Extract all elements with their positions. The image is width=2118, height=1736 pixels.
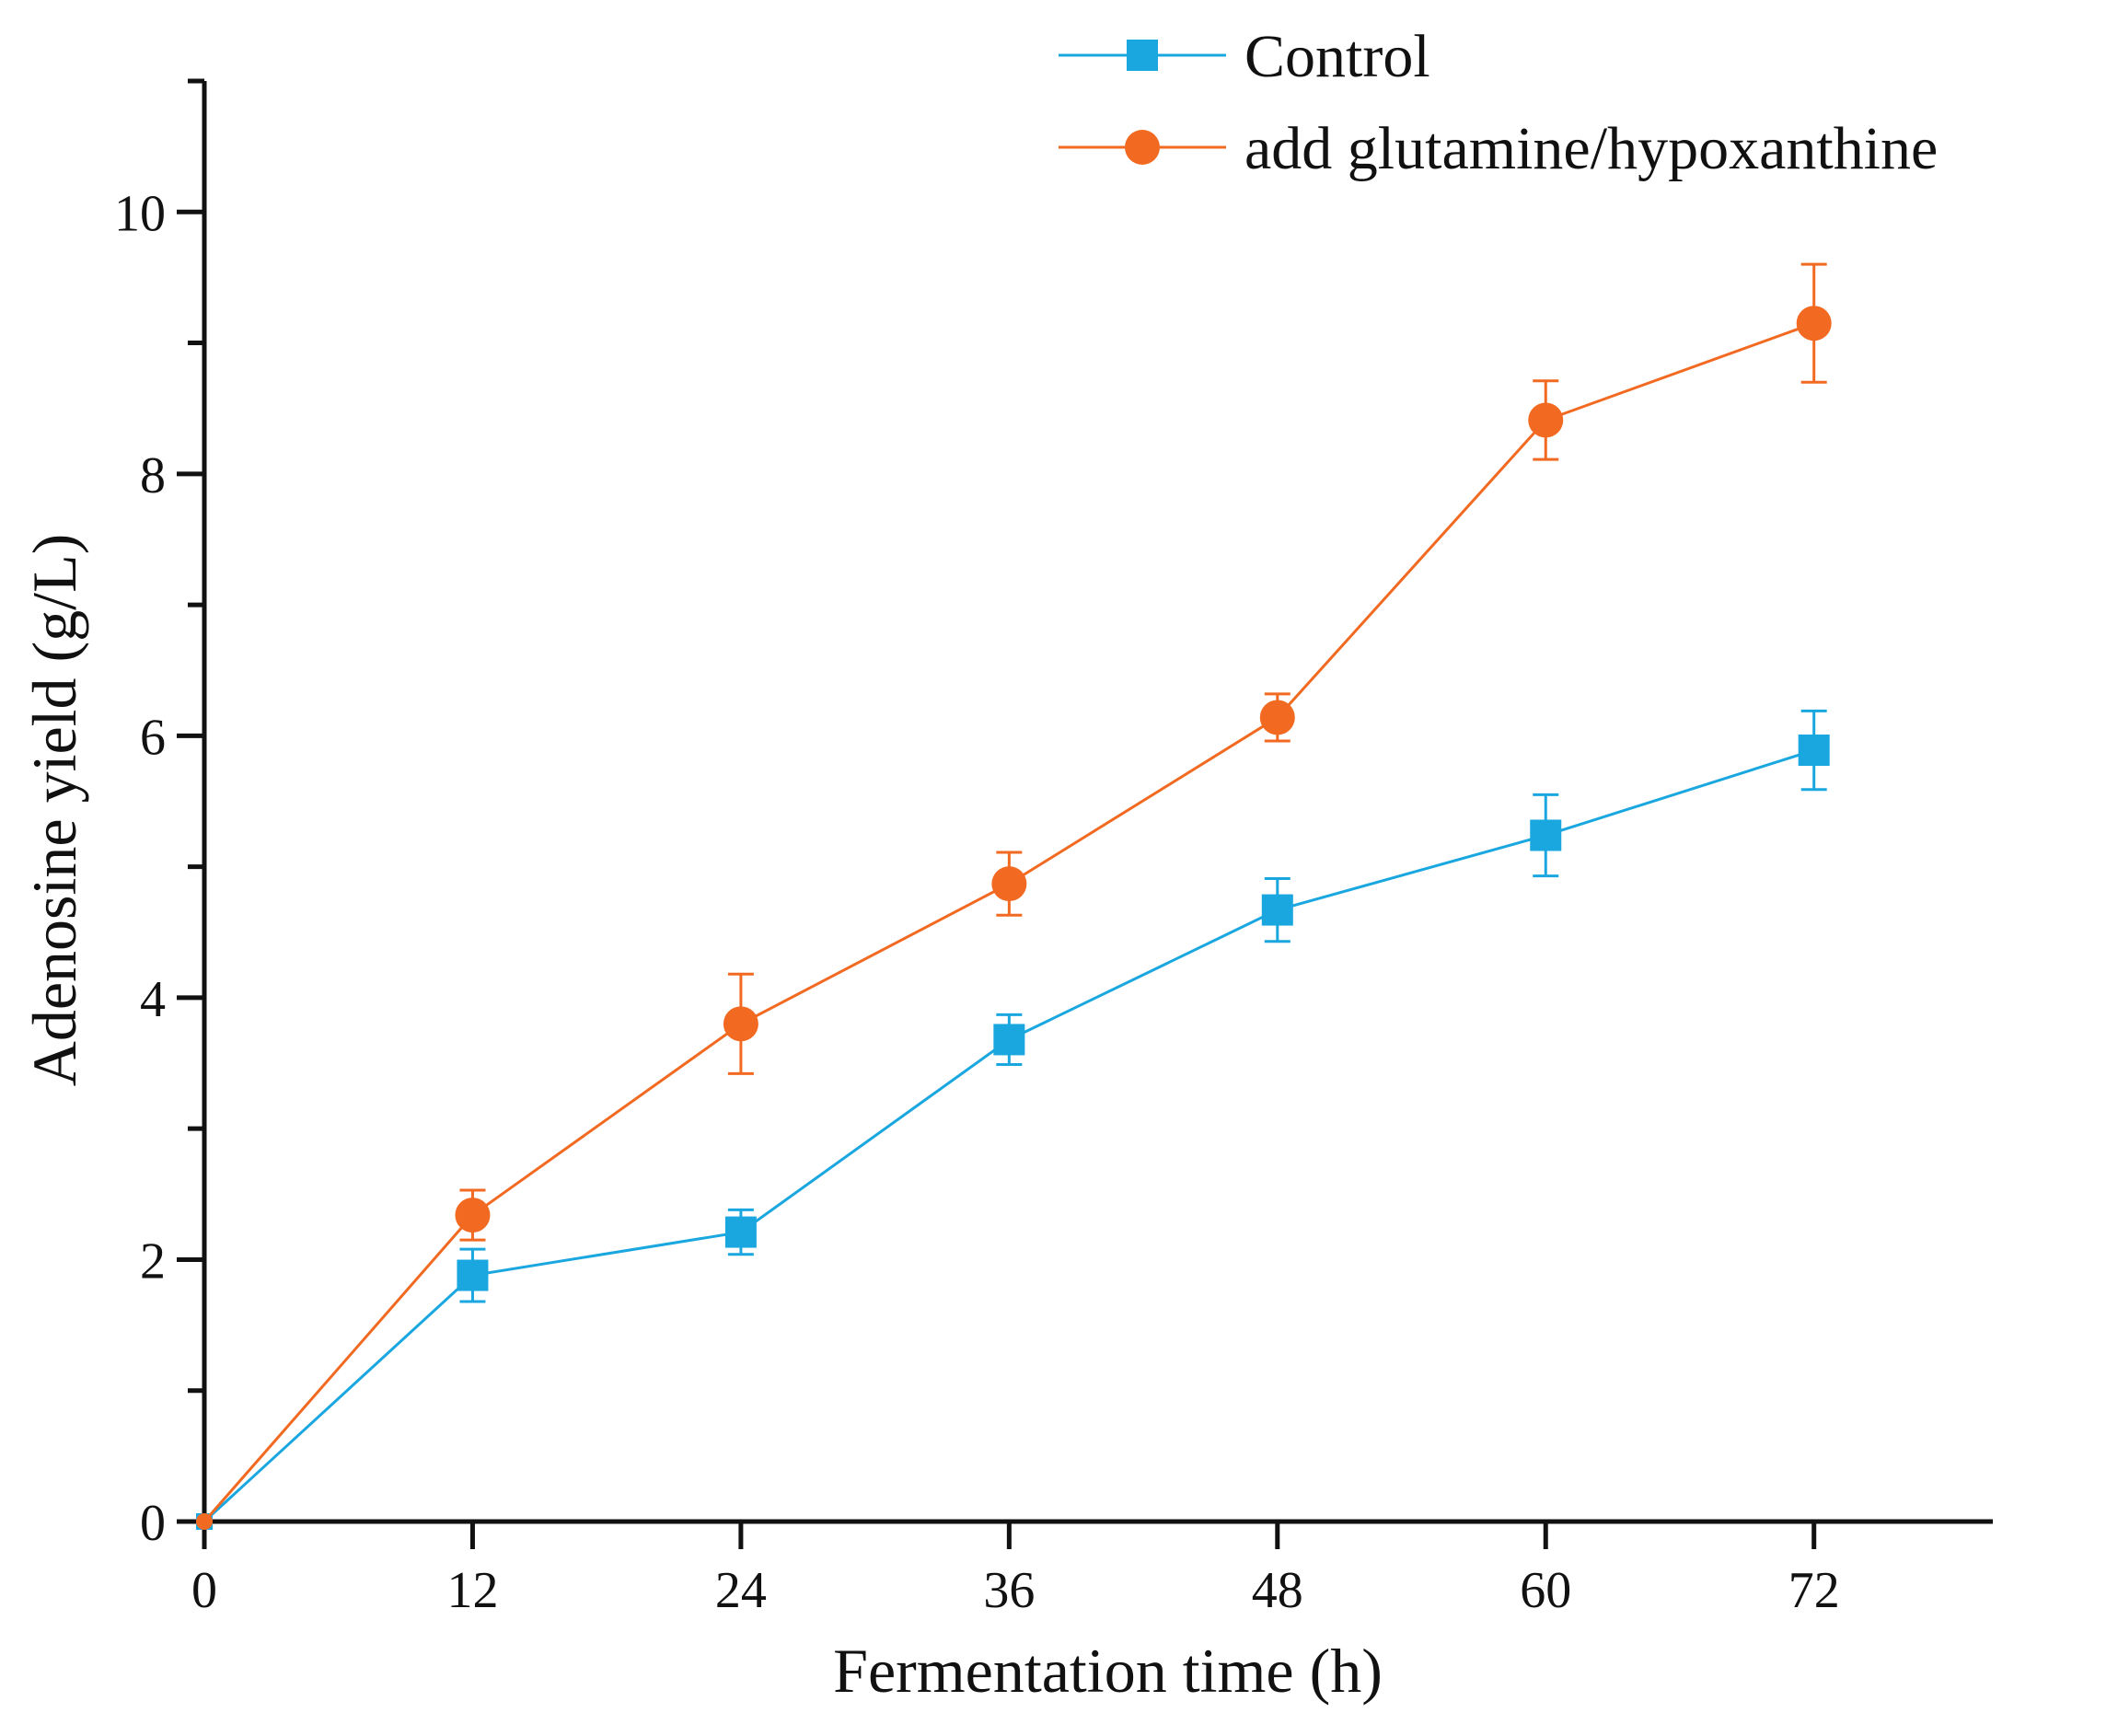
y-tick-label: 8 [140, 447, 166, 504]
x-tick-label: 24 [715, 1562, 767, 1619]
data-point [723, 1006, 758, 1042]
series-glutamine-hypoxanthine [196, 262, 1832, 1530]
y-axis-title: Adenosine yield (g/L) [19, 534, 89, 1087]
y-tick-label: 2 [140, 1233, 166, 1290]
data-point [991, 866, 1027, 902]
x-tick-label: 0 [191, 1562, 217, 1619]
data-point [1259, 700, 1295, 735]
data-point [1798, 735, 1830, 767]
data-point [196, 1513, 213, 1530]
data-point [1796, 306, 1832, 341]
legend: Control add glutamine/hypoxanthine [1059, 23, 1938, 182]
data-point [1528, 402, 1564, 438]
series-control [196, 709, 1830, 1530]
data-point [993, 1024, 1025, 1056]
legend-item-glutamine-hypoxanthine: add glutamine/hypoxanthine [1059, 115, 1938, 182]
x-tick-label: 72 [1788, 1562, 1840, 1619]
x-tick-label: 60 [1520, 1562, 1571, 1619]
y-tick-label: 0 [140, 1495, 166, 1552]
y-tick-label: 4 [140, 971, 166, 1028]
data-point [1261, 894, 1293, 926]
legend-marker [1127, 40, 1158, 71]
x-tick-label: 48 [1252, 1562, 1303, 1619]
legend-item-control: Control [1059, 23, 1430, 90]
plot-area [196, 262, 1832, 1530]
legend-label: Control [1244, 23, 1430, 90]
series-line [203, 321, 1815, 1522]
data-point [1530, 819, 1562, 851]
x-tick-label: 36 [983, 1562, 1035, 1619]
legend-marker [1125, 130, 1160, 165]
y-tick-label: 6 [140, 709, 166, 766]
data-point [457, 1259, 489, 1291]
y-tick-label: 10 [114, 185, 166, 242]
data-point [455, 1198, 491, 1233]
x-axis-title: Fermentation time (h) [833, 1636, 1383, 1706]
legend-label: add glutamine/hypoxanthine [1244, 115, 1938, 182]
x-tick-label: 12 [446, 1562, 498, 1619]
data-point [724, 1216, 757, 1248]
